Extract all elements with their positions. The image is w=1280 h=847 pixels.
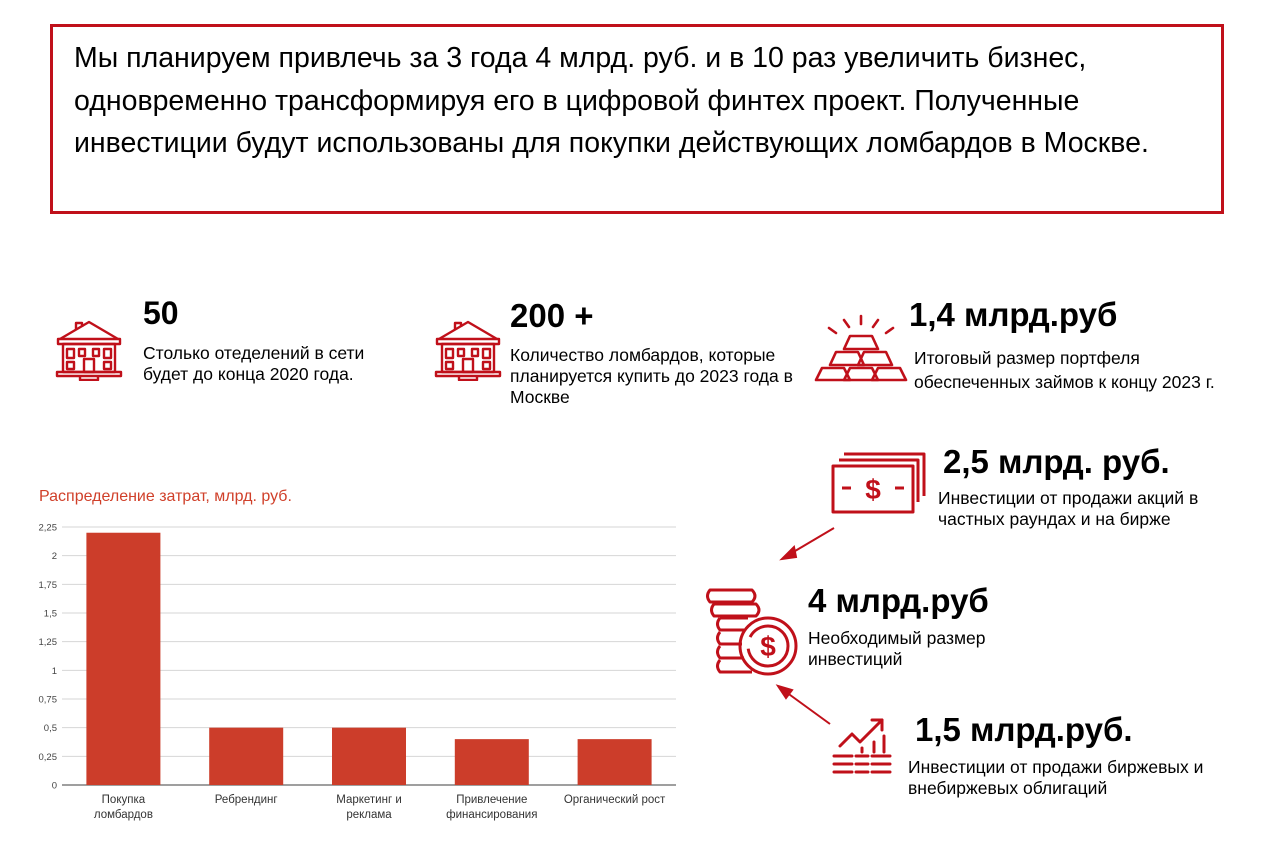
x-tick-label: финансирования — [446, 809, 537, 821]
x-tick-label: Маркетинг и — [336, 794, 402, 806]
branches-value: 50 — [143, 295, 179, 331]
shares-value: 2,5 млрд. руб. — [943, 443, 1170, 480]
growth-chart-icon — [832, 718, 892, 774]
x-tick-label: Органический рост — [564, 794, 666, 806]
bar — [86, 532, 161, 785]
cost-distribution-chart: 0 0,25 0,5 0,75 1 1,25 1,5 1,75 2 2,25 Покупка ломб… — [39, 523, 676, 821]
gold-bars-icon — [814, 314, 908, 382]
building-icon — [434, 320, 502, 381]
y-tick-label: 2 — [52, 551, 57, 562]
arrow-from-shares — [779, 527, 835, 561]
bar — [332, 727, 406, 785]
coins-dollar-icon: $ — [706, 588, 798, 676]
pawnshops-value: 200 + — [510, 297, 594, 334]
y-tick-label: 0,5 — [44, 723, 57, 734]
x-tick-label: ломбардов — [94, 809, 153, 821]
y-tick-label: 0,25 — [39, 752, 58, 763]
y-tick-label: 2,25 — [39, 523, 58, 534]
bonds-desc: Инвестиции от продажи биржевых и внебирж… — [908, 757, 1204, 798]
shares-desc: Инвестиции от продажи акций в частных ра… — [938, 488, 1199, 529]
y-tick-label: 1,75 — [39, 580, 58, 591]
portfolio-desc: Итоговый размер портфеля обеспеченных за… — [914, 348, 1215, 392]
pawnshops-desc: Количество ломбардов, которые планируетс… — [510, 345, 793, 407]
x-tick-label: Привлечение — [456, 794, 527, 806]
x-tick-label: Ребрендинг — [215, 794, 278, 806]
bar — [454, 739, 529, 785]
x-tick-label: Покупка — [102, 794, 146, 806]
y-tick-label: 1,25 — [39, 637, 58, 648]
bonds-value: 1,5 млрд.руб. — [915, 711, 1133, 748]
branches-desc: Столько отеделений в сети будет до конца… — [143, 343, 365, 384]
bar — [577, 739, 652, 785]
y-tick-label: 0,75 — [39, 695, 58, 706]
bar — [209, 727, 284, 785]
x-tick-label: реклама — [346, 809, 392, 821]
total-desc: Необходимый размер инвестиций — [808, 628, 986, 669]
total-value: 4 млрд.руб — [808, 582, 989, 619]
y-tick-label: 0 — [52, 781, 57, 792]
y-tick-label: 1 — [52, 666, 57, 677]
portfolio-value: 1,4 млрд.руб — [909, 296, 1118, 333]
banknotes-icon: $ — [831, 452, 926, 514]
building-icon — [55, 320, 123, 381]
intro-box: Мы планируем привлечь за 3 года 4 млрд. … — [50, 24, 1224, 214]
svg-text:$: $ — [865, 474, 881, 505]
svg-text:$: $ — [760, 631, 776, 662]
intro-text: Мы планируем привлечь за 3 года 4 млрд. … — [74, 42, 1149, 159]
chart-title: Распределение затрат, млрд. руб. — [39, 488, 292, 505]
y-tick-label: 1,5 — [44, 609, 57, 620]
arrow-from-bonds — [775, 684, 831, 725]
